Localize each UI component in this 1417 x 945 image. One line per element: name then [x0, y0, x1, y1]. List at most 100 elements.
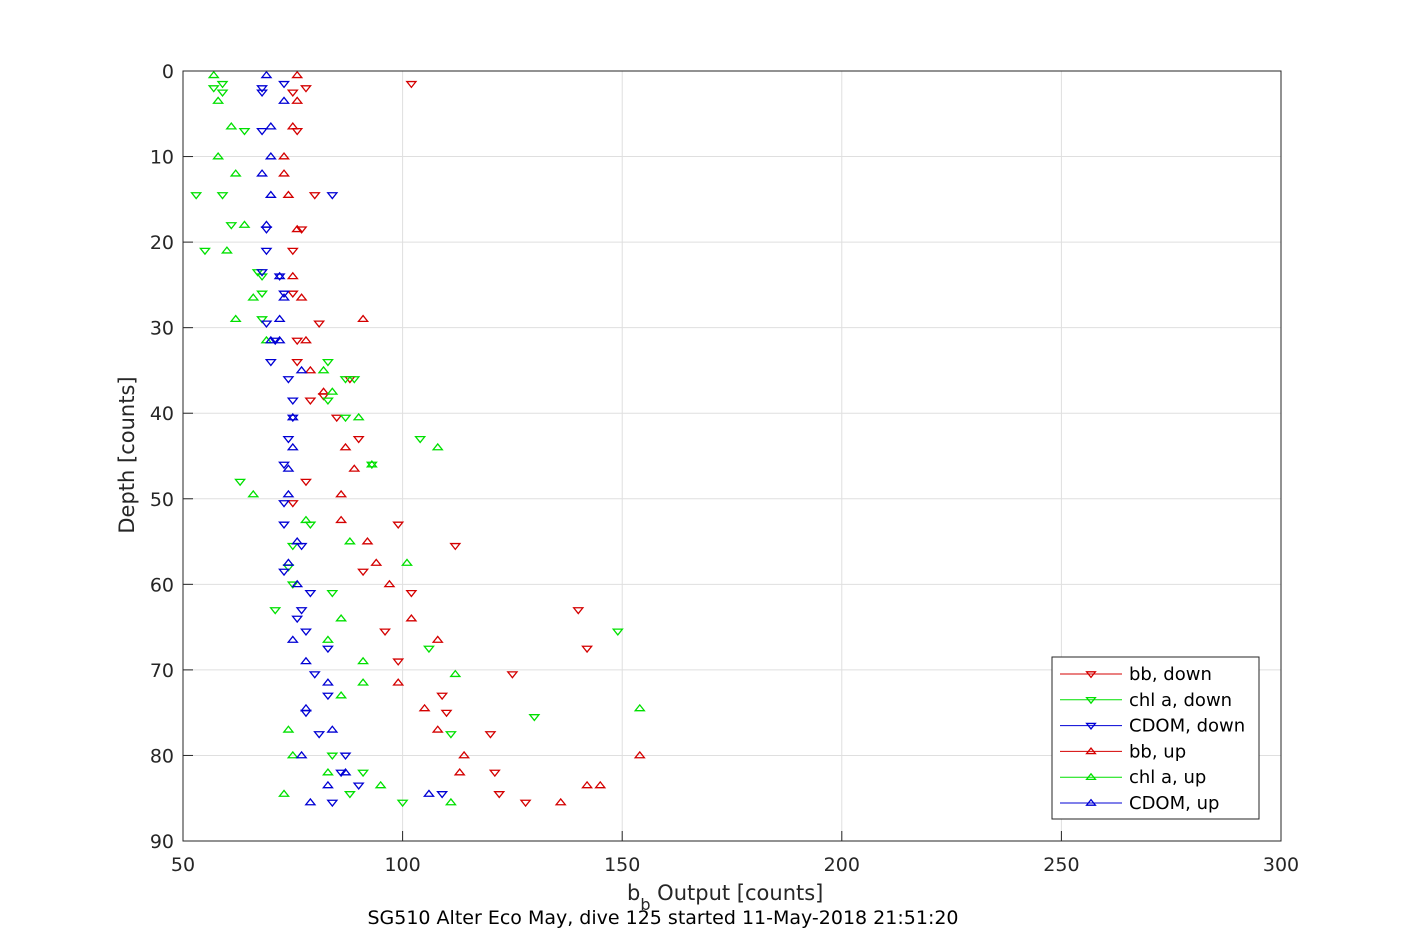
- data-point: [335, 769, 348, 778]
- data-point: [444, 797, 457, 806]
- legend-marker: [1085, 722, 1097, 731]
- data-point: [286, 290, 299, 299]
- data-point: [308, 671, 321, 679]
- legend-marker: [1085, 746, 1097, 755]
- x-tick-label: 50: [171, 854, 195, 876]
- data-point: [304, 365, 317, 374]
- x-tick-label: 150: [604, 854, 640, 876]
- data-point: [348, 376, 361, 384]
- data-point: [286, 412, 299, 421]
- y-tick-label: 60: [150, 574, 174, 596]
- data-point: [260, 320, 273, 328]
- data-point: [633, 750, 646, 759]
- data-point: [190, 192, 203, 200]
- data-point: [256, 127, 269, 136]
- legend-marker: [1085, 798, 1097, 806]
- data-point: [519, 799, 532, 808]
- data-point: [339, 442, 352, 451]
- data-point: [300, 703, 312, 712]
- data-point: [225, 222, 238, 230]
- data-point: [256, 169, 269, 177]
- data-point: [278, 151, 290, 160]
- data-point: [405, 613, 418, 622]
- data-point: [528, 714, 541, 722]
- data-point: [313, 731, 326, 739]
- data-point: [256, 89, 269, 97]
- data-point: [339, 376, 352, 384]
- data-point: [493, 791, 506, 799]
- data-point: [286, 500, 299, 508]
- y-tick-label: 80: [150, 745, 174, 767]
- data-point: [506, 671, 519, 679]
- series-4: [207, 70, 646, 806]
- series-5: [256, 70, 435, 806]
- data-point: [260, 220, 273, 228]
- data-point: [431, 725, 444, 733]
- data-point: [449, 542, 462, 551]
- data-point: [286, 397, 299, 405]
- x-tick-label: 200: [824, 854, 860, 876]
- legend-label: chl a, up: [1129, 767, 1206, 788]
- data-point: [444, 731, 457, 739]
- legend-label: CDOM, up: [1129, 793, 1219, 814]
- data-point: [326, 799, 339, 808]
- data-point: [300, 478, 312, 487]
- legend-marker: [1085, 772, 1097, 781]
- data-point: [269, 607, 282, 615]
- y-tick-labels: 0 10 20 30 40 50 60 70 80 90: [150, 61, 174, 853]
- data-point: [286, 414, 299, 423]
- data-point: [229, 169, 242, 177]
- data-point: [418, 703, 431, 712]
- data-point: [278, 521, 290, 530]
- data-point: [212, 96, 225, 104]
- data-point: [484, 731, 497, 739]
- data-point: [339, 752, 352, 761]
- data-point: [247, 293, 260, 301]
- data-point: [343, 791, 356, 799]
- data-point: [326, 589, 339, 598]
- x-axis-title-base: b: [627, 881, 640, 905]
- data-point: [238, 220, 251, 228]
- data-point: [339, 414, 352, 423]
- data-point: [282, 464, 295, 472]
- data-point: [264, 122, 277, 130]
- y-tick-label: 20: [150, 232, 174, 254]
- x-axis-title-rest: Output [counts]: [651, 881, 824, 905]
- legend-item: CDOM, down: [1060, 716, 1245, 737]
- legend-label: bb, down: [1129, 664, 1212, 685]
- legend-label: CDOM, down: [1129, 716, 1245, 737]
- data-point: [278, 96, 290, 104]
- data-point: [278, 568, 290, 577]
- data-point: [282, 190, 295, 198]
- data-point: [256, 85, 269, 93]
- y-tick-label: 50: [150, 489, 174, 511]
- data-point: [321, 645, 334, 654]
- data-point: [321, 397, 334, 405]
- data-point: [321, 635, 334, 643]
- x-tick-label: 250: [1043, 854, 1079, 876]
- data-point: [291, 70, 304, 79]
- data-point: [423, 645, 435, 654]
- data-point: [225, 122, 238, 130]
- data-point: [581, 645, 594, 654]
- x-axis-title: bb Output [counts]: [627, 881, 823, 914]
- data-point: [278, 789, 290, 797]
- data-point: [458, 750, 471, 759]
- data-point: [216, 192, 229, 200]
- data-point: [264, 358, 277, 367]
- legend-items: bb, down chl a, down CDOM, down bb, up chl a…: [1060, 664, 1245, 814]
- data-point: [436, 791, 449, 799]
- data-point: [339, 767, 352, 776]
- legend-marker: [1085, 696, 1097, 705]
- data-point: [304, 397, 317, 405]
- data-point: [264, 335, 277, 344]
- data-point: [256, 290, 269, 299]
- data-point: [611, 628, 624, 636]
- data-point: [291, 224, 304, 233]
- data-point: [212, 151, 225, 160]
- caption: SG510 Alter Eco May, dive 125 started 11…: [367, 907, 958, 929]
- series-0: [286, 80, 594, 808]
- plot-frame: [182, 70, 1282, 842]
- data-point: [379, 628, 391, 636]
